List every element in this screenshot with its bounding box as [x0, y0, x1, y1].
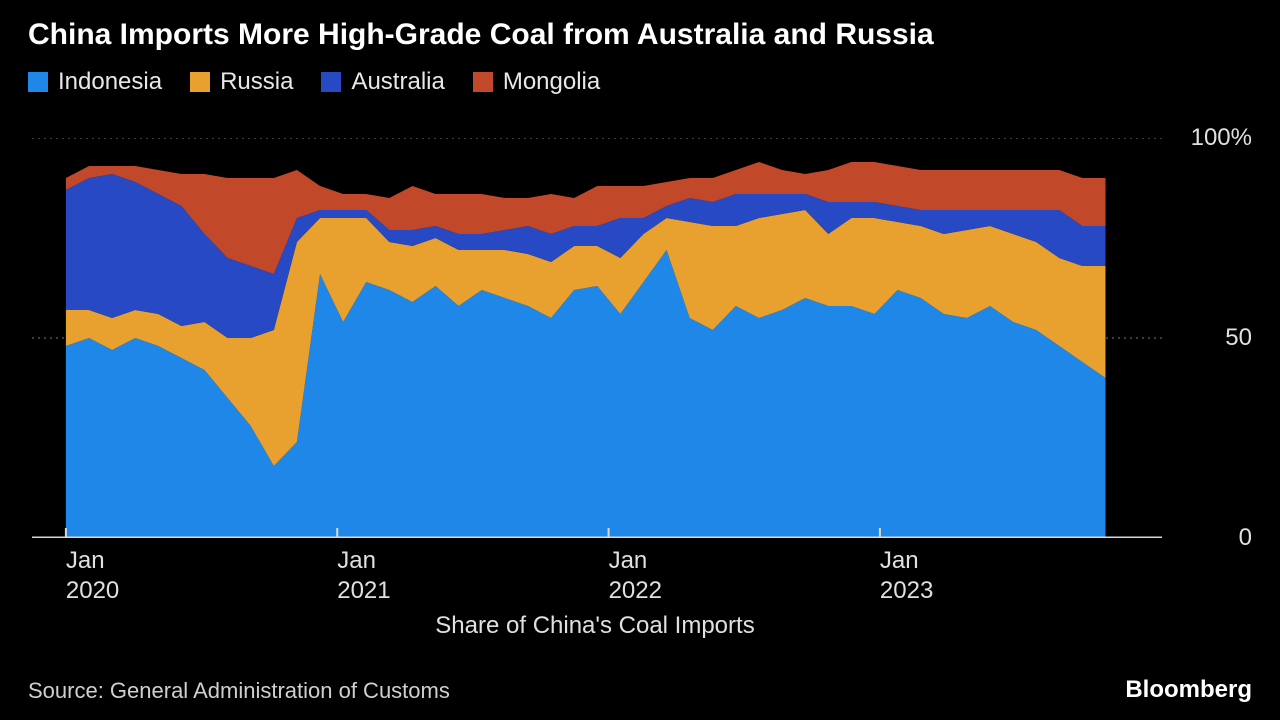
legend-item: Australia	[321, 68, 444, 96]
legend-item: Mongolia	[473, 68, 600, 96]
x-axis: Jan 2020 Jan 2021 Jan 2022 Jan 2023	[32, 538, 1162, 608]
legend-label: Australia	[351, 68, 444, 96]
legend-label: Indonesia	[58, 68, 162, 96]
x-tick-label: Jan 2022	[609, 546, 662, 606]
legend-swatch	[321, 72, 341, 92]
x-tick-label: Jan 2020	[66, 546, 119, 606]
x-tick-label: Jan 2023	[880, 546, 933, 606]
legend-swatch	[28, 72, 48, 92]
legend-item: Russia	[190, 68, 293, 96]
legend-label: Mongolia	[503, 68, 600, 96]
y-tick-label: 100%	[1191, 124, 1252, 152]
brand-logo: Bloomberg	[1125, 676, 1252, 704]
y-tick-label: 50	[1225, 324, 1252, 352]
legend-item: Indonesia	[28, 68, 162, 96]
x-tick-label: Jan 2021	[337, 546, 390, 606]
legend-swatch	[190, 72, 210, 92]
chart-region: 050100%	[28, 108, 1252, 538]
legend: Indonesia Russia Australia Mongolia	[28, 68, 1252, 96]
stacked-area-chart	[32, 138, 1162, 538]
y-tick-label: 0	[1239, 524, 1252, 552]
x-axis-title: Share of China's Coal Imports	[28, 612, 1162, 640]
legend-label: Russia	[220, 68, 293, 96]
chart-title: China Imports More High-Grade Coal from …	[28, 18, 1252, 52]
source-text: Source: General Administration of Custom…	[28, 678, 450, 704]
legend-swatch	[473, 72, 493, 92]
y-axis: 050100%	[1172, 108, 1252, 538]
